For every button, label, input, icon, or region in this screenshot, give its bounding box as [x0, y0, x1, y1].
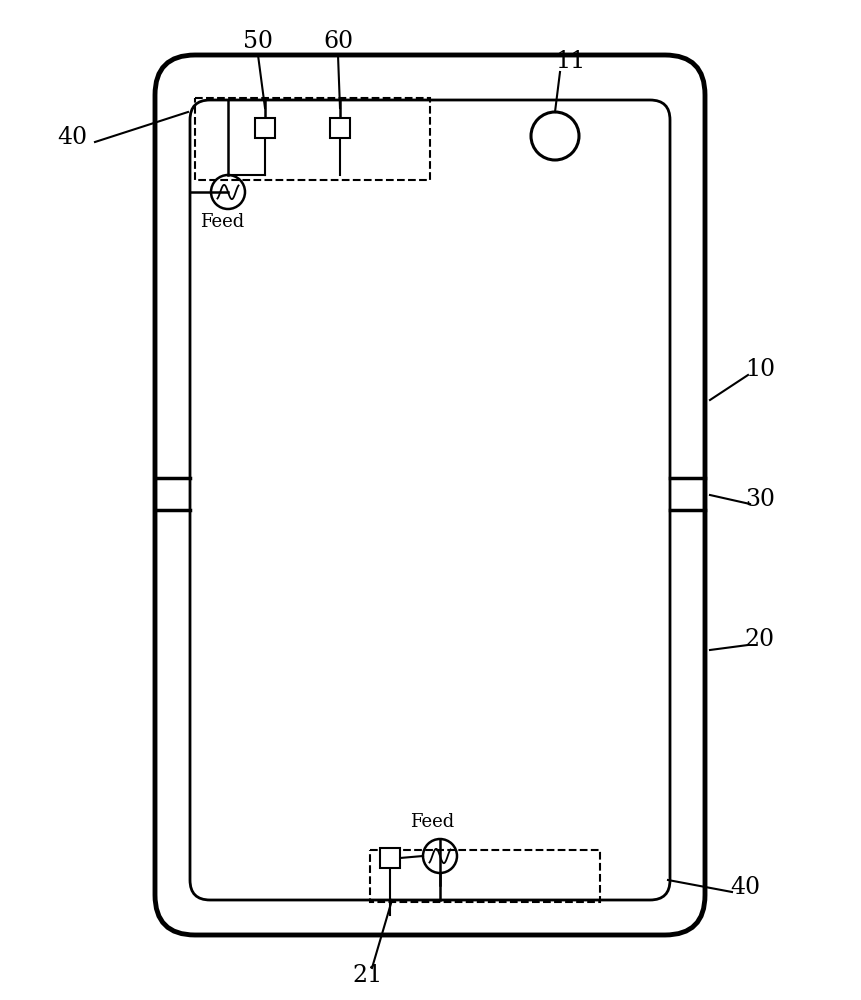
Text: 11: 11 [554, 50, 585, 74]
FancyBboxPatch shape [155, 55, 705, 935]
Text: 10: 10 [745, 359, 775, 381]
Bar [380, 848, 400, 868]
Text: 20: 20 [745, 629, 775, 652]
Text: 40: 40 [730, 876, 760, 900]
Text: Feed: Feed [200, 213, 245, 231]
Text: 40: 40 [57, 126, 87, 149]
Bar [255, 118, 275, 138]
Bar [195, 98, 430, 180]
Text: 30: 30 [745, 488, 775, 512]
Text: Feed: Feed [410, 813, 454, 831]
Text: 21: 21 [353, 964, 383, 986]
Text: 50: 50 [243, 30, 273, 53]
Bar [330, 118, 350, 138]
Bar [370, 850, 600, 902]
Text: 60: 60 [323, 30, 353, 53]
FancyBboxPatch shape [190, 100, 670, 900]
